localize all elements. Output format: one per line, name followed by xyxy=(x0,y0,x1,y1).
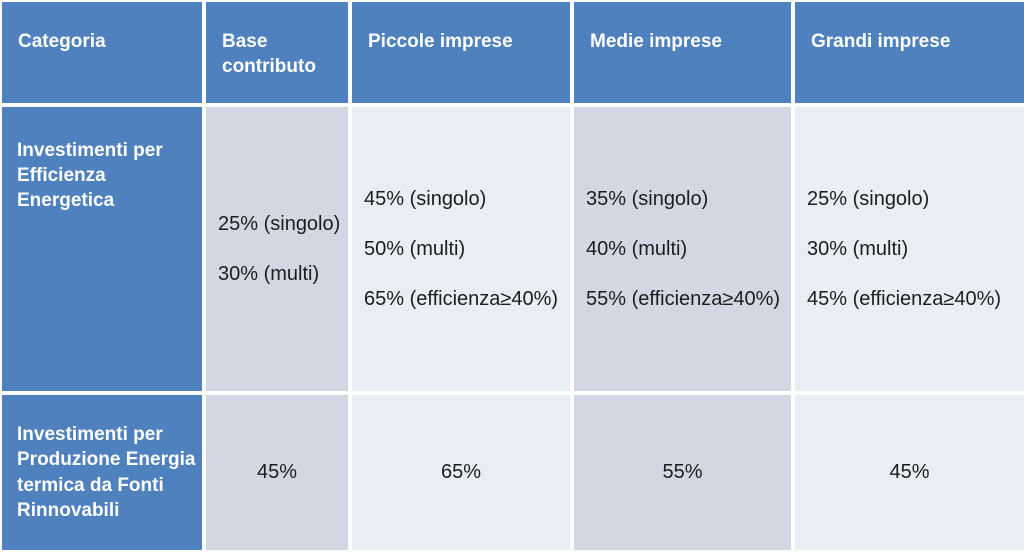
value-line: 45% (efficienza≥40%) xyxy=(807,287,1002,310)
value-line: 45% xyxy=(256,461,298,483)
cell-rinnovabili-base-contributo: 45% xyxy=(206,395,348,550)
value-line: 55% (efficienza≥40%) xyxy=(586,287,781,310)
cell-rinnovabili-grandi-imprese: 45% xyxy=(795,395,1024,550)
value-line: 30% (multi) xyxy=(218,262,320,285)
value-line: 45% (singolo) xyxy=(364,187,487,210)
value-line: 25% (singolo) xyxy=(807,187,930,210)
header-cell-categoria: Categoria xyxy=(2,2,202,103)
cell-efficienza-base-contributo: 25% (singolo) 30% (multi) xyxy=(206,107,348,391)
value-line: 65% (efficienza≥40%) xyxy=(364,287,559,310)
cell-rinnovabili-medie-imprese: 55% xyxy=(574,395,791,550)
value-line: 65% xyxy=(440,461,482,483)
value-line: 30% (multi) xyxy=(807,237,909,260)
cell-efficienza-medie-imprese: 35% (singolo) 40% (multi) 55% (efficienz… xyxy=(574,107,791,391)
value-line: 45% xyxy=(889,461,930,483)
value-line: 35% (singolo) xyxy=(586,187,709,210)
value-line: 25% (singolo) xyxy=(218,212,341,235)
cell-efficienza-grandi-imprese: 25% (singolo) 30% (multi) 45% (efficienz… xyxy=(795,107,1024,391)
header-cell-base-contributo: Base contributo xyxy=(206,2,348,103)
cell-efficienza-piccole-imprese: 45% (singolo) 50% (multi) 65% (efficienz… xyxy=(352,107,570,391)
cell-rinnovabili-piccole-imprese: 65% xyxy=(352,395,570,550)
value-line: 50% (multi) xyxy=(364,237,466,260)
header-cell-piccole-imprese: Piccole imprese xyxy=(352,2,570,103)
row-category-efficienza-energetica: Investimenti per Efficienza Energetica xyxy=(2,107,202,391)
header-cell-grandi-imprese: Grandi imprese xyxy=(795,2,1024,103)
value-line: 55% xyxy=(662,461,703,483)
header-cell-medie-imprese: Medie imprese xyxy=(574,2,791,103)
row-category-fonti-rinnovabili: Investimenti per Produzione Energia term… xyxy=(2,395,202,550)
value-line: 40% (multi) xyxy=(586,237,688,260)
